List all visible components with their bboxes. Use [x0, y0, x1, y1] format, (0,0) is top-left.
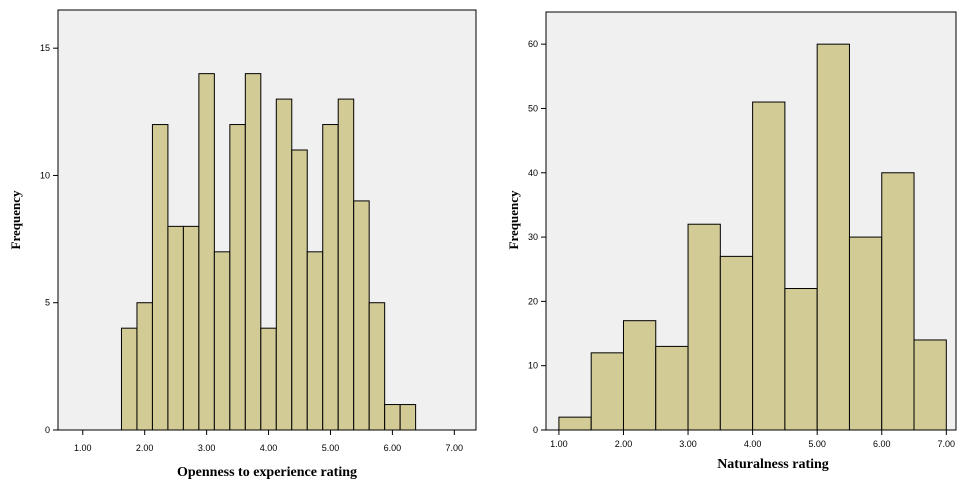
- histogram-bar: [913, 339, 947, 431]
- x-tick-label: 1.00: [550, 439, 568, 449]
- histogram-bar: [816, 43, 850, 431]
- histogram-bar: [687, 223, 721, 431]
- x-tick-label: 3.00: [679, 439, 697, 449]
- histogram-bar: [244, 73, 262, 431]
- x-tick-label: 7.00: [938, 439, 956, 449]
- y-tick-label: 10: [528, 361, 538, 371]
- histogram-bar: [182, 225, 200, 431]
- histogram-naturalness: 0 10 20 30 40 50 60 1.00 2.00 3.00 4.00 5.00 6.00 7.…: [506, 11, 957, 472]
- y-tick-label: 0: [45, 425, 50, 435]
- x-tick-label: 2.00: [136, 443, 154, 453]
- histogram-bar: [368, 302, 386, 431]
- x-tick-label: 2.00: [615, 439, 633, 449]
- histogram-bar: [337, 98, 355, 431]
- y-axis-title: Frequency: [8, 190, 23, 249]
- histogram-bar: [229, 124, 246, 431]
- histogram-bar: [719, 255, 754, 431]
- x-tick-label: 3.00: [198, 443, 216, 453]
- x-tick-label: 6.00: [384, 443, 402, 453]
- histogram-bar: [622, 320, 657, 431]
- y-axis-ticks: 0 10 20 30 40 50 60: [528, 39, 546, 435]
- y-tick-label: 50: [528, 103, 538, 113]
- histogram-openness: 0 5 10 15 1.00 2.00 3.00 4.00 5.00 6.00 7.00 Open…: [8, 9, 477, 480]
- y-tick-label: 15: [40, 43, 50, 53]
- histogram-bar: [136, 302, 153, 431]
- histogram-bar: [384, 404, 401, 431]
- histogram-bar: [590, 352, 624, 431]
- x-tick-label: 5.00: [808, 439, 826, 449]
- y-axis-ticks: 0 5 10 15: [40, 43, 58, 435]
- histogram-bar: [260, 327, 277, 431]
- histogram-bar: [198, 73, 215, 431]
- histogram-bar: [353, 200, 370, 431]
- x-tick-label: 6.00: [873, 439, 891, 449]
- y-tick-label: 30: [528, 232, 538, 242]
- histogram-bar: [322, 124, 339, 431]
- y-tick-label: 10: [40, 170, 50, 180]
- histogram-bar: [848, 236, 883, 431]
- histogram-bar: [399, 404, 417, 431]
- y-axis-title: Frequency: [506, 190, 521, 249]
- histogram-bar: [291, 149, 308, 431]
- x-tick-label: 5.00: [322, 443, 340, 453]
- y-tick-label: 0: [533, 425, 538, 435]
- histogram-bar: [275, 98, 293, 431]
- histogram-bar: [784, 288, 818, 431]
- histogram-bar: [151, 124, 169, 431]
- y-tick-label: 40: [528, 168, 538, 178]
- y-tick-label: 5: [45, 298, 50, 308]
- x-axis-title: Openness to experience rating: [177, 465, 357, 480]
- x-tick-label: 1.00: [74, 443, 92, 453]
- bar-group: [120, 73, 417, 431]
- histogram-bar: [120, 327, 138, 431]
- x-axis-title: Naturalness rating: [717, 457, 829, 472]
- histogram-bar: [752, 101, 786, 431]
- histogram-bar: [167, 225, 184, 431]
- histogram-bar: [306, 251, 324, 431]
- histogram-bar: [213, 251, 231, 431]
- x-tick-label: 7.00: [446, 443, 464, 453]
- histogram-bar: [881, 172, 915, 431]
- x-tick-label: 4.00: [260, 443, 278, 453]
- histogram-bar: [655, 345, 689, 431]
- x-axis-ticks: 1.00 2.00 3.00 4.00 5.00 6.00 7.00: [74, 430, 463, 453]
- y-tick-label: 60: [528, 39, 538, 49]
- x-axis-ticks: 1.00 2.00 3.00 4.00 5.00 6.00 7.00: [550, 430, 955, 449]
- x-tick-label: 4.00: [744, 439, 762, 449]
- histogram-bar: [558, 416, 592, 431]
- bar-group: [558, 43, 947, 431]
- y-tick-label: 20: [528, 296, 538, 306]
